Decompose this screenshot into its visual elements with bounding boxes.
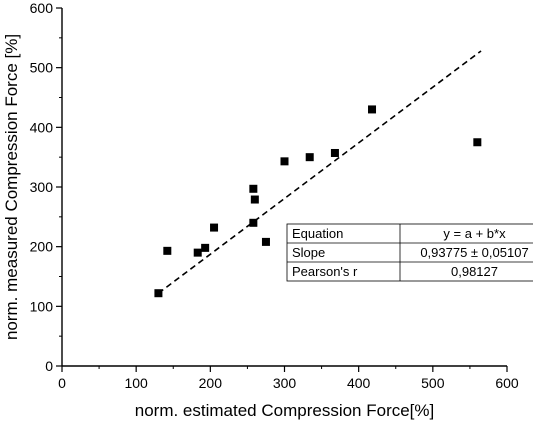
stats-label: Equation xyxy=(292,226,343,241)
data-point xyxy=(305,153,314,162)
x-tick-label: 0 xyxy=(58,375,66,391)
data-point xyxy=(193,248,202,257)
y-tick-label: 0 xyxy=(45,358,53,374)
y-axis-title: norm. measured Compression Force [%] xyxy=(2,34,21,340)
x-tick-label: 400 xyxy=(347,375,371,391)
y-tick-label: 200 xyxy=(30,239,54,255)
data-point xyxy=(210,223,219,232)
stats-value: 0,98127 xyxy=(451,264,498,279)
data-point xyxy=(250,195,259,204)
y-tick-label: 100 xyxy=(30,298,54,314)
stats-label: Slope xyxy=(292,245,325,260)
stats-table-border xyxy=(286,223,533,282)
x-tick-label: 500 xyxy=(421,375,445,391)
x-tick-label: 100 xyxy=(124,375,148,391)
data-point xyxy=(280,157,289,166)
data-point xyxy=(249,218,258,227)
fit-line-group xyxy=(157,50,482,294)
y-tick-label: 500 xyxy=(30,60,54,76)
data-point xyxy=(261,237,270,246)
ticks: 0 100 200 300 400 500 600 0 100 200 300 400 500 600 xyxy=(30,0,519,391)
data-point xyxy=(163,246,172,255)
stats-value: 0,93775 ± 0,05107 xyxy=(420,245,528,260)
x-tick-label: 600 xyxy=(495,375,519,391)
stats-table: Equation y = a + b*x Slope 0,93775 ± 0,0510… xyxy=(286,223,533,282)
y-tick-label: 600 xyxy=(30,0,54,16)
linear-fit-line xyxy=(157,50,482,294)
data-point xyxy=(154,289,163,298)
x-axis-title: norm. estimated Compression Force[%] xyxy=(135,401,435,420)
y-tick-label: 300 xyxy=(30,179,54,195)
axes xyxy=(61,8,507,367)
stats-label: Pearson's r xyxy=(292,264,358,279)
y-tick-label: 400 xyxy=(30,119,54,135)
x-tick-label: 300 xyxy=(273,375,297,391)
data-point xyxy=(249,184,258,193)
stats-value: y = a + b*x xyxy=(443,226,506,241)
data-point xyxy=(473,138,482,147)
data-point xyxy=(368,105,377,114)
data-points xyxy=(154,105,482,298)
data-point xyxy=(201,243,210,252)
data-point xyxy=(330,148,339,157)
x-tick-label: 200 xyxy=(199,375,223,391)
